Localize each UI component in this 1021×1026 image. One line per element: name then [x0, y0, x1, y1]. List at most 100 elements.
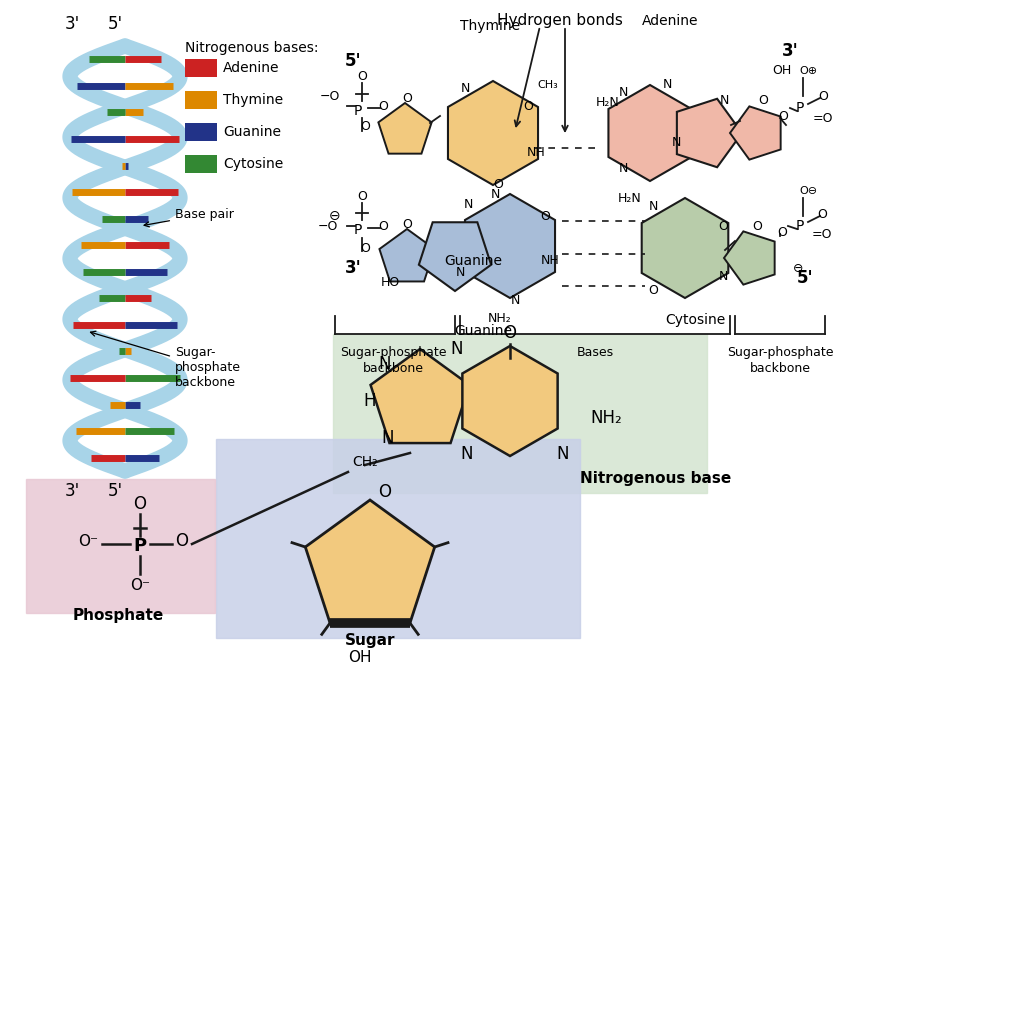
Text: N: N [619, 161, 628, 174]
Text: N: N [379, 355, 391, 373]
Text: O: O [357, 190, 367, 202]
Text: Adenine: Adenine [642, 14, 698, 28]
Text: OH: OH [348, 650, 372, 666]
Text: P: P [795, 219, 805, 233]
Text: N: N [460, 445, 474, 463]
Text: N: N [455, 267, 465, 279]
Text: P: P [795, 101, 805, 115]
Text: 3': 3' [345, 259, 361, 277]
Text: NH₂: NH₂ [488, 312, 512, 324]
Text: O: O [648, 283, 658, 297]
Text: ⊖: ⊖ [329, 209, 340, 223]
Text: HO: HO [381, 276, 399, 289]
Text: Sugar-phosphate: Sugar-phosphate [727, 346, 833, 359]
FancyBboxPatch shape [26, 479, 215, 613]
Text: O: O [778, 110, 788, 122]
Text: O⊖: O⊖ [799, 186, 817, 196]
Polygon shape [463, 346, 557, 456]
Text: O: O [378, 220, 388, 233]
FancyBboxPatch shape [216, 439, 580, 638]
Text: O: O [503, 324, 517, 342]
Text: O: O [176, 532, 189, 550]
Polygon shape [305, 500, 435, 623]
Text: N: N [510, 294, 520, 308]
Polygon shape [448, 81, 538, 185]
Text: N: N [464, 197, 473, 210]
Text: O: O [402, 219, 411, 232]
Text: O: O [360, 119, 370, 132]
Text: 5': 5' [107, 482, 123, 500]
Text: O: O [718, 220, 728, 233]
Text: 5': 5' [107, 15, 123, 33]
Text: N: N [720, 94, 729, 108]
Text: O: O [360, 241, 370, 254]
FancyBboxPatch shape [185, 155, 217, 173]
Text: 5': 5' [796, 269, 814, 287]
Text: Guanine: Guanine [223, 125, 281, 139]
FancyBboxPatch shape [185, 60, 217, 77]
FancyBboxPatch shape [185, 123, 217, 141]
Text: Sugar-
phosphate
backbone: Sugar- phosphate backbone [91, 331, 241, 389]
Text: Nitrogenous base: Nitrogenous base [580, 471, 731, 486]
FancyBboxPatch shape [333, 334, 707, 494]
Text: Adenine: Adenine [223, 61, 280, 75]
Text: Guanine: Guanine [444, 254, 502, 268]
Text: CH₂: CH₂ [352, 455, 378, 469]
Text: N: N [663, 79, 672, 91]
Text: Guanine: Guanine [454, 324, 512, 338]
Text: O: O [378, 100, 388, 113]
Polygon shape [724, 232, 775, 284]
Text: P: P [354, 223, 362, 237]
Text: 3': 3' [64, 15, 80, 33]
Text: N: N [460, 81, 470, 94]
Text: backbone: backbone [362, 362, 424, 374]
Text: N: N [556, 445, 570, 463]
Text: H₂N: H₂N [618, 192, 642, 204]
Text: Hydrogen bonds: Hydrogen bonds [497, 13, 623, 29]
Text: −O: −O [318, 220, 338, 233]
Text: O: O [758, 94, 768, 108]
Text: −O: −O [320, 89, 340, 103]
Text: H: H [363, 392, 377, 410]
Polygon shape [380, 229, 435, 281]
Text: P: P [354, 104, 362, 118]
Text: O: O [357, 70, 367, 82]
Text: P: P [134, 537, 147, 555]
Text: O: O [493, 179, 503, 192]
Text: O: O [402, 92, 411, 106]
Text: =O: =O [812, 228, 832, 240]
FancyBboxPatch shape [185, 91, 217, 109]
Text: backbone: backbone [749, 362, 811, 374]
Text: Bases: Bases [577, 346, 614, 359]
Text: Thymine: Thymine [223, 93, 283, 107]
Text: Sugar: Sugar [345, 633, 395, 648]
Text: N: N [648, 199, 658, 212]
Text: =O: =O [813, 112, 833, 124]
Text: N: N [719, 270, 728, 282]
Text: Cytosine: Cytosine [223, 157, 283, 171]
Text: N: N [490, 188, 499, 200]
Text: Phosphate: Phosphate [72, 608, 163, 623]
Polygon shape [465, 194, 555, 298]
Text: O: O [523, 100, 533, 113]
Text: Base pair: Base pair [144, 208, 234, 227]
Text: NH: NH [527, 147, 545, 159]
Text: O: O [540, 209, 550, 223]
Text: N: N [450, 340, 464, 358]
Text: 5': 5' [345, 52, 361, 70]
Text: N: N [672, 136, 681, 150]
Text: O⊕: O⊕ [799, 66, 817, 76]
Polygon shape [609, 85, 691, 181]
Text: O: O [817, 207, 827, 221]
Polygon shape [419, 223, 491, 291]
Text: O: O [752, 220, 762, 233]
Text: ⊖: ⊖ [792, 262, 804, 275]
Text: NH: NH [541, 254, 560, 268]
Text: O: O [134, 495, 146, 513]
Polygon shape [642, 198, 728, 298]
Polygon shape [371, 349, 470, 443]
Text: 3': 3' [64, 482, 80, 500]
Text: O: O [818, 89, 828, 103]
Text: NH₂: NH₂ [590, 409, 622, 427]
Text: H₂N: H₂N [596, 96, 620, 110]
